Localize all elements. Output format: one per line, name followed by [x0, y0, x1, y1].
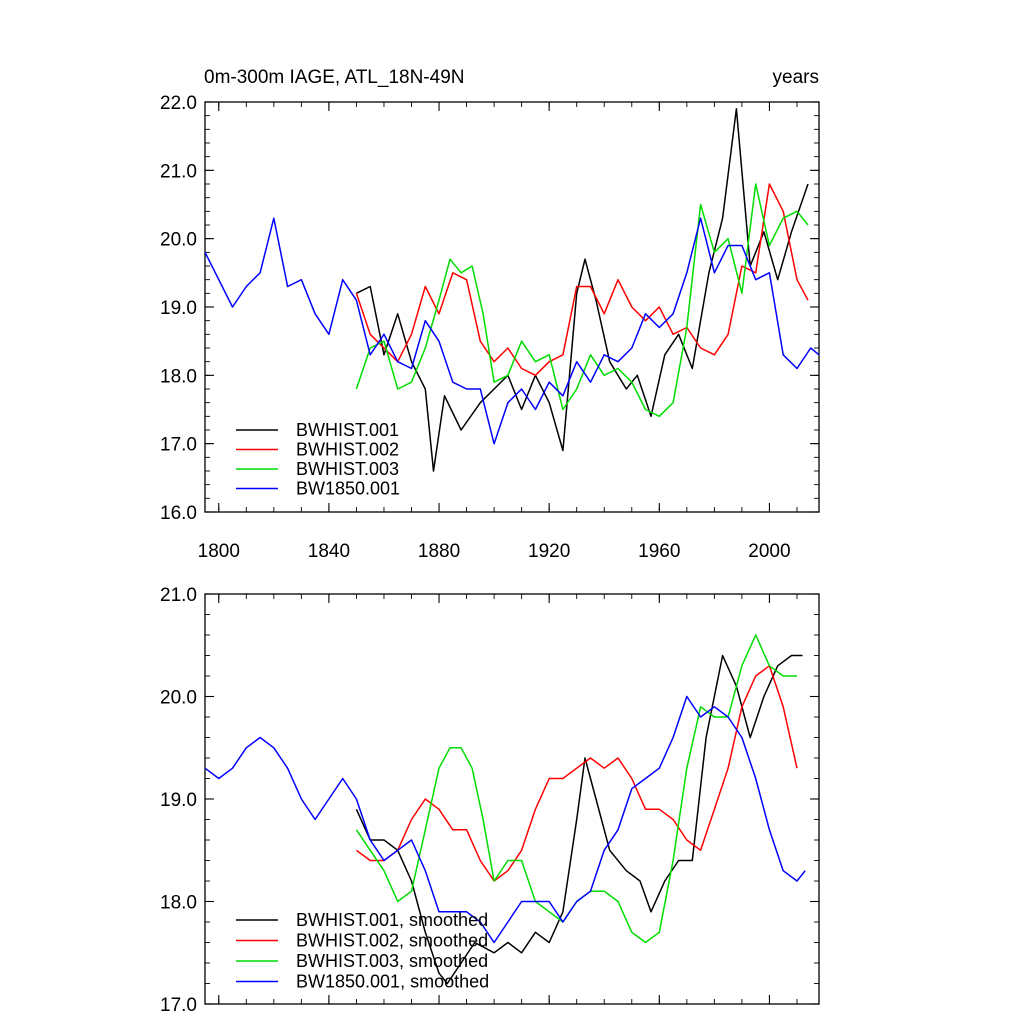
- top-x-tick-label: 1960: [638, 541, 680, 562]
- bottom-panel: 17.0 18.0 19.0 20.0 21.0 BWHIST.001, smoothe…: [160, 585, 820, 1016]
- top-legend-label: BWHIST.001: [296, 420, 399, 440]
- bottom-y-tick-label: 17.0: [160, 995, 197, 1016]
- bottom-series-line-bwhist-003-smoothed: [355, 634, 797, 944]
- top-legend-label: BWHIST.002: [296, 440, 399, 460]
- top-x-tick-label: 1800: [198, 541, 240, 562]
- top-y-tick-label: 17.0: [160, 435, 197, 456]
- top-y-tick-label: 22.0: [160, 93, 197, 114]
- top-series-line-bwhist-001: [356, 108, 809, 472]
- top-legend-label: BW1850.001: [296, 479, 400, 499]
- top-x-tick-label: 1880: [418, 541, 460, 562]
- top-x-tick-label: 1920: [528, 541, 570, 562]
- bottom-y-tick-label: 18.0: [160, 893, 197, 914]
- top-panel-title: 0m-300m IAGE, ATL_18N-49N: [204, 67, 464, 88]
- top-y-tick-label: 20.0: [160, 230, 197, 251]
- bottom-series-line-bw1850-001-smoothed: [204, 695, 806, 944]
- top-x-tick-label: 2000: [748, 541, 790, 562]
- top-series-line-bwhist-003: [355, 183, 809, 418]
- bottom-legend-label: BWHIST.003, smoothed: [296, 951, 488, 971]
- top-y-tick-label: 19.0: [160, 298, 197, 319]
- top-x-tick-label: 1840: [308, 541, 350, 562]
- bottom-series-line-bwhist-001-smoothed: [355, 654, 803, 985]
- top-panel-units: years: [773, 67, 819, 88]
- top-y-tick-label: 21.0: [160, 161, 197, 182]
- top-panel: 0m-300m IAGE, ATL_18N-49N years 16.0 17.0…: [160, 67, 820, 562]
- top-legend-label: BWHIST.003: [296, 459, 399, 479]
- top-y-tick-label: 16.0: [160, 503, 197, 524]
- bottom-series-line-bwhist-002-smoothed: [355, 665, 798, 882]
- top-series-line-bwhist-002: [355, 183, 809, 377]
- bottom-y-tick-label: 19.0: [160, 790, 197, 811]
- top-axis-ticks: 16.0 17.0 18.0 19.0 20.0 21.0 22.0 1800 1840 1880…: [160, 93, 819, 562]
- bottom-y-tick-label: 21.0: [160, 585, 197, 606]
- top-y-tick-label: 18.0: [160, 366, 197, 387]
- bottom-axis-ticks: 17.0 18.0 19.0 20.0 21.0: [160, 585, 819, 1016]
- top-series-group: [204, 108, 820, 472]
- bottom-legend-label: BW1850.001, smoothed: [296, 972, 489, 992]
- bottom-legend-label: BWHIST.001, smoothed: [296, 910, 488, 930]
- bottom-y-tick-label: 20.0: [160, 688, 197, 709]
- top-series-line-bw1850-001: [204, 217, 820, 445]
- bottom-legend-label: BWHIST.002, smoothed: [296, 931, 488, 951]
- bottom-series-group: [204, 634, 806, 985]
